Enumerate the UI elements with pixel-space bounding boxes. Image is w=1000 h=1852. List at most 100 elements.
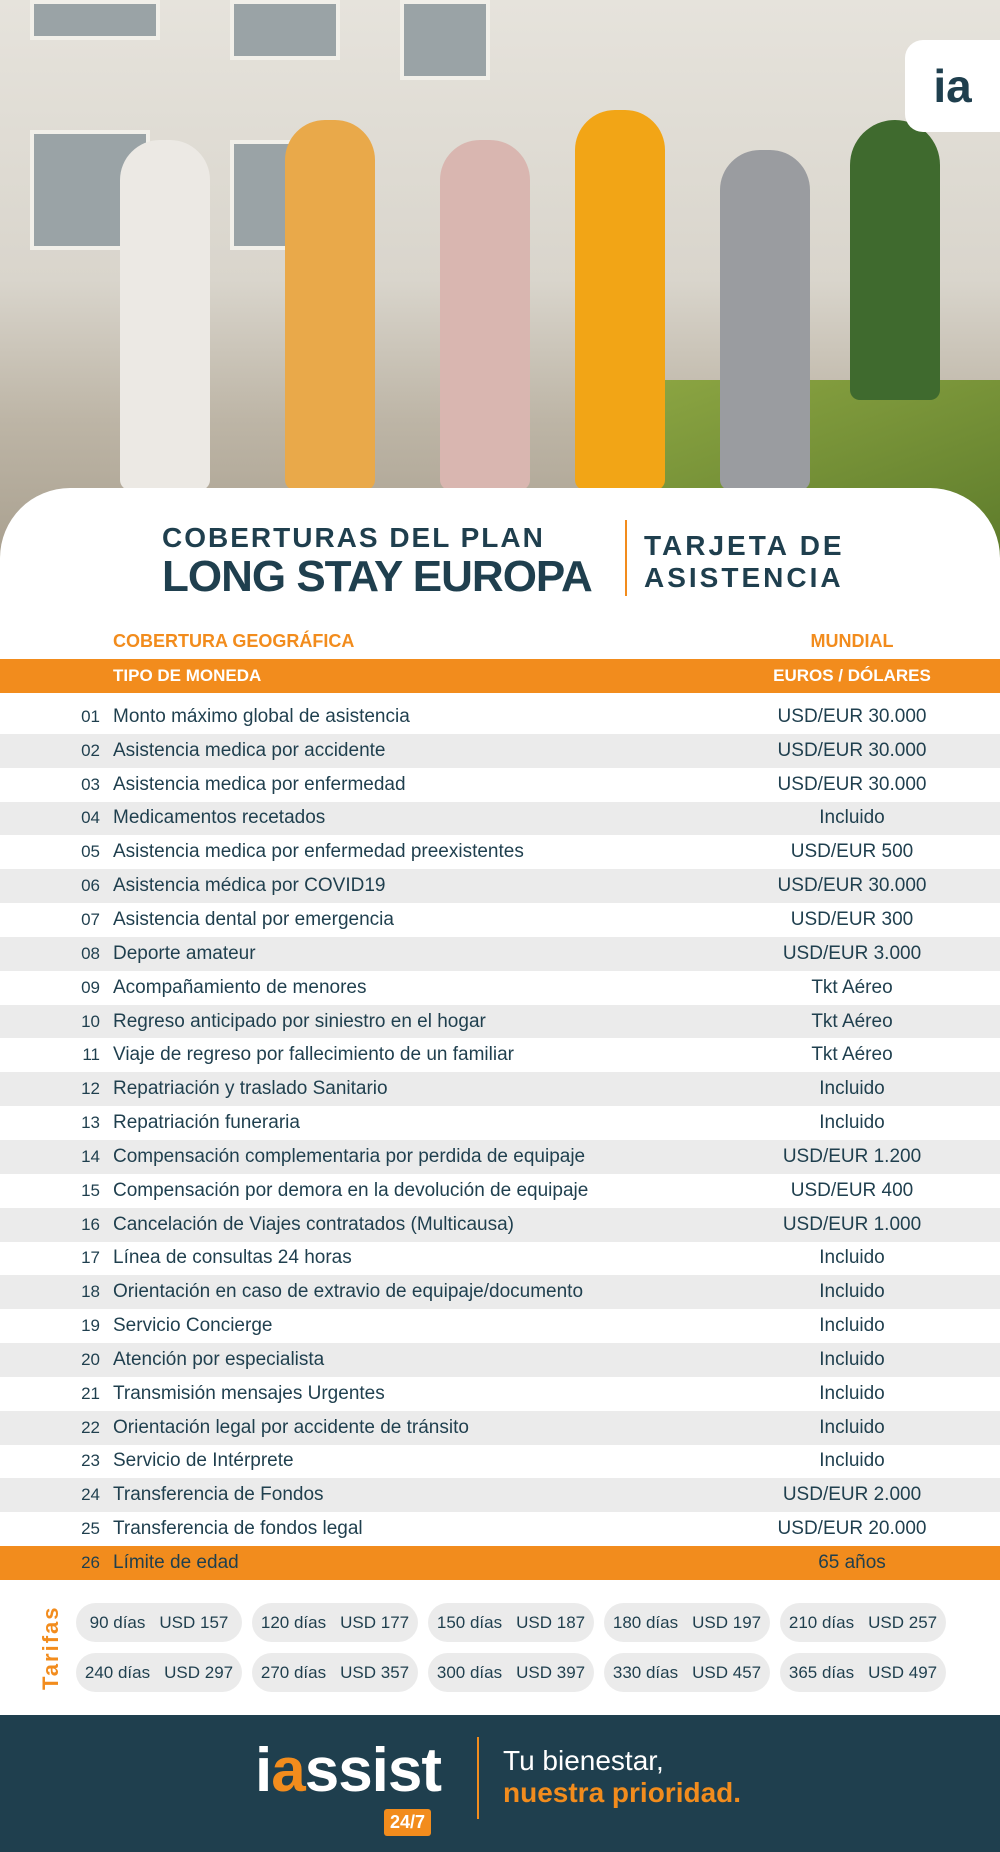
row-label: Servicio de Intérprete <box>113 1450 294 1472</box>
row-number: 12 <box>81 1079 100 1099</box>
row-number: 22 <box>81 1417 100 1437</box>
row-number: 05 <box>81 842 100 862</box>
card-title-line2: ASISTENCIA <box>644 562 844 593</box>
row-label: Asistencia médica por COVID19 <box>113 875 386 897</box>
table-row: 11 Viaje de regreso por fallecimiento de … <box>0 1038 1000 1072</box>
tarifa-days: 365 días <box>788 1662 855 1682</box>
row-number: 13 <box>81 1113 100 1133</box>
slogan-line1: Tu bienestar, <box>503 1745 664 1776</box>
row-number: 14 <box>81 1146 100 1166</box>
row-label: Transmisión mensajes Urgentes <box>113 1382 385 1404</box>
row-number: 20 <box>81 1349 100 1369</box>
iassist-logo: iassist <box>255 1736 442 1805</box>
row-number: 25 <box>81 1519 100 1539</box>
table-row: 25 Transferencia de fondos legal USD/EUR 2… <box>0 1512 1000 1546</box>
ia-logo: ia <box>905 40 1000 132</box>
row-value: Incluido <box>819 1416 885 1438</box>
currency-value: EUROS / DÓLARES <box>773 666 931 685</box>
row-value: USD/EUR 1.200 <box>782 1145 922 1167</box>
row-number: 26 <box>81 1553 100 1573</box>
tarifa-chip: 270 días USD 357 <box>252 1653 418 1692</box>
tarifa-days: 90 días <box>89 1612 146 1632</box>
card-title-line1: TARJETA DE <box>644 530 845 561</box>
table-row: 03 Asistencia medica por enfermedad USD/EU… <box>0 768 1000 802</box>
tarifa-price: USD 257 <box>868 1612 938 1632</box>
row-number: 02 <box>81 740 100 760</box>
row-value: USD/EUR 500 <box>790 841 914 863</box>
currency-header-row: TIPO DE MONEDA EUROS / DÓLARES <box>0 659 1000 693</box>
table-row: 08 Deporte amateur USD/EUR 3.000 <box>0 936 1000 971</box>
row-number: 15 <box>81 1180 100 1200</box>
row-label: Asistencia medica por enfermedad <box>113 773 406 795</box>
row-value: USD/EUR 30.000 <box>777 739 927 761</box>
tarifa-price: USD 497 <box>868 1662 938 1682</box>
table-row: 02 Asistencia medica por accidente USD/EUR… <box>0 733 1000 768</box>
row-number: 03 <box>81 774 100 794</box>
row-label: Compensación por demora en la devolución… <box>113 1179 589 1201</box>
tarifa-chip: 180 días USD 197 <box>604 1603 770 1642</box>
badge-24-7: 24/7 <box>384 1809 432 1836</box>
tarifas-label: Tarifas <box>38 1605 63 1690</box>
tarifa-price: USD 157 <box>159 1612 229 1632</box>
row-label: Transferencia de fondos legal <box>113 1518 363 1540</box>
table-row: 09 Acompañamiento de menores Tkt Aéreo <box>0 971 1000 1005</box>
row-value: Incluido <box>819 1112 885 1134</box>
row-label: Compensación complementaria por perdida … <box>113 1145 586 1167</box>
row-label: Servicio Concierge <box>113 1315 273 1337</box>
tarifa-price: USD 187 <box>516 1612 586 1632</box>
row-number: 04 <box>81 808 100 828</box>
currency-label: TIPO DE MONEDA <box>113 666 262 685</box>
row-value: USD/EUR 30.000 <box>777 705 927 727</box>
tarifa-price: USD 357 <box>340 1662 410 1682</box>
row-value: Incluido <box>819 1348 885 1370</box>
row-label: Límite de edad <box>113 1552 239 1574</box>
row-number: 10 <box>81 1011 100 1031</box>
row-value: Incluido <box>819 1315 885 1337</box>
tarifa-price: USD 457 <box>692 1662 762 1682</box>
row-label: Regreso anticipado por siniestro en el h… <box>113 1010 486 1032</box>
row-label: Orientación legal por accidente de tráns… <box>113 1416 469 1438</box>
row-label: Transferencia de Fondos <box>113 1484 324 1506</box>
table-row: 06 Asistencia médica por COVID19 USD/EUR 3… <box>0 869 1000 904</box>
row-value: 65 años <box>818 1552 886 1574</box>
row-label: Línea de consultas 24 horas <box>113 1247 352 1269</box>
title-line1: COBERTURAS DEL PLAN <box>162 522 545 553</box>
tarifas-grid: 90 días USD 157 120 días USD 177 150 días USD… <box>76 1603 946 1692</box>
tarifa-chip: 240 días USD 297 <box>76 1653 242 1692</box>
row-label: Repatriación y traslado Sanitario <box>113 1078 388 1100</box>
table-row: 22 Orientación legal por accidente de trá… <box>0 1410 1000 1445</box>
plan-title: COBERTURAS DEL PLAN LONG STAY EUROPA <box>162 522 593 600</box>
geo-value: MUNDIAL <box>810 630 894 651</box>
table-row: 23 Servicio de Intérprete Incluido <box>0 1445 1000 1479</box>
row-number: 23 <box>81 1451 100 1471</box>
row-value: USD/EUR 400 <box>790 1179 914 1201</box>
tarifa-days: 240 días <box>84 1662 151 1682</box>
row-value: USD/EUR 30.000 <box>777 773 927 795</box>
row-number: 19 <box>81 1316 100 1336</box>
table-row: 19 Servicio Concierge Incluido <box>0 1309 1000 1343</box>
row-value: USD/EUR 30.000 <box>777 875 927 897</box>
row-number: 06 <box>81 876 100 896</box>
tarifa-chip: 210 días USD 257 <box>780 1603 946 1642</box>
row-label: Cancelación de Viajes contratados (Multi… <box>113 1213 514 1235</box>
row-label: Medicamentos recetados <box>113 807 326 829</box>
table-row: 26 Límite de edad 65 años <box>0 1546 1000 1580</box>
row-value: Tkt Aéreo <box>811 1010 893 1032</box>
row-label: Orientación en caso de extravio de equip… <box>113 1281 584 1303</box>
geo-coverage-row: COBERTURA GEOGRÁFICA MUNDIAL <box>0 624 1000 658</box>
row-label: Asistencia medica por accidente <box>113 739 386 761</box>
row-value: USD/EUR 1.000 <box>782 1213 922 1235</box>
tarifa-price: USD 197 <box>692 1612 762 1632</box>
row-value: Incluido <box>819 1247 885 1269</box>
row-label: Asistencia dental por emergencia <box>113 908 394 930</box>
table-row: 14 Compensación complementaria por perdid… <box>0 1139 1000 1174</box>
table-row: 16 Cancelación de Viajes contratados (Mul… <box>0 1207 1000 1242</box>
tarifa-days: 330 días <box>612 1662 679 1682</box>
table-row: 12 Repatriación y traslado Sanitario Inclu… <box>0 1072 1000 1107</box>
tarifa-chip: 300 días USD 397 <box>428 1653 594 1692</box>
row-label: Deporte amateur <box>113 942 256 964</box>
slogan-line2: nuestra prioridad. <box>503 1777 742 1808</box>
tarifa-days: 300 días <box>436 1662 503 1682</box>
row-label: Monto máximo global de asistencia <box>113 705 410 727</box>
table-row: 05 Asistencia medica por enfermedad preex… <box>0 835 1000 869</box>
